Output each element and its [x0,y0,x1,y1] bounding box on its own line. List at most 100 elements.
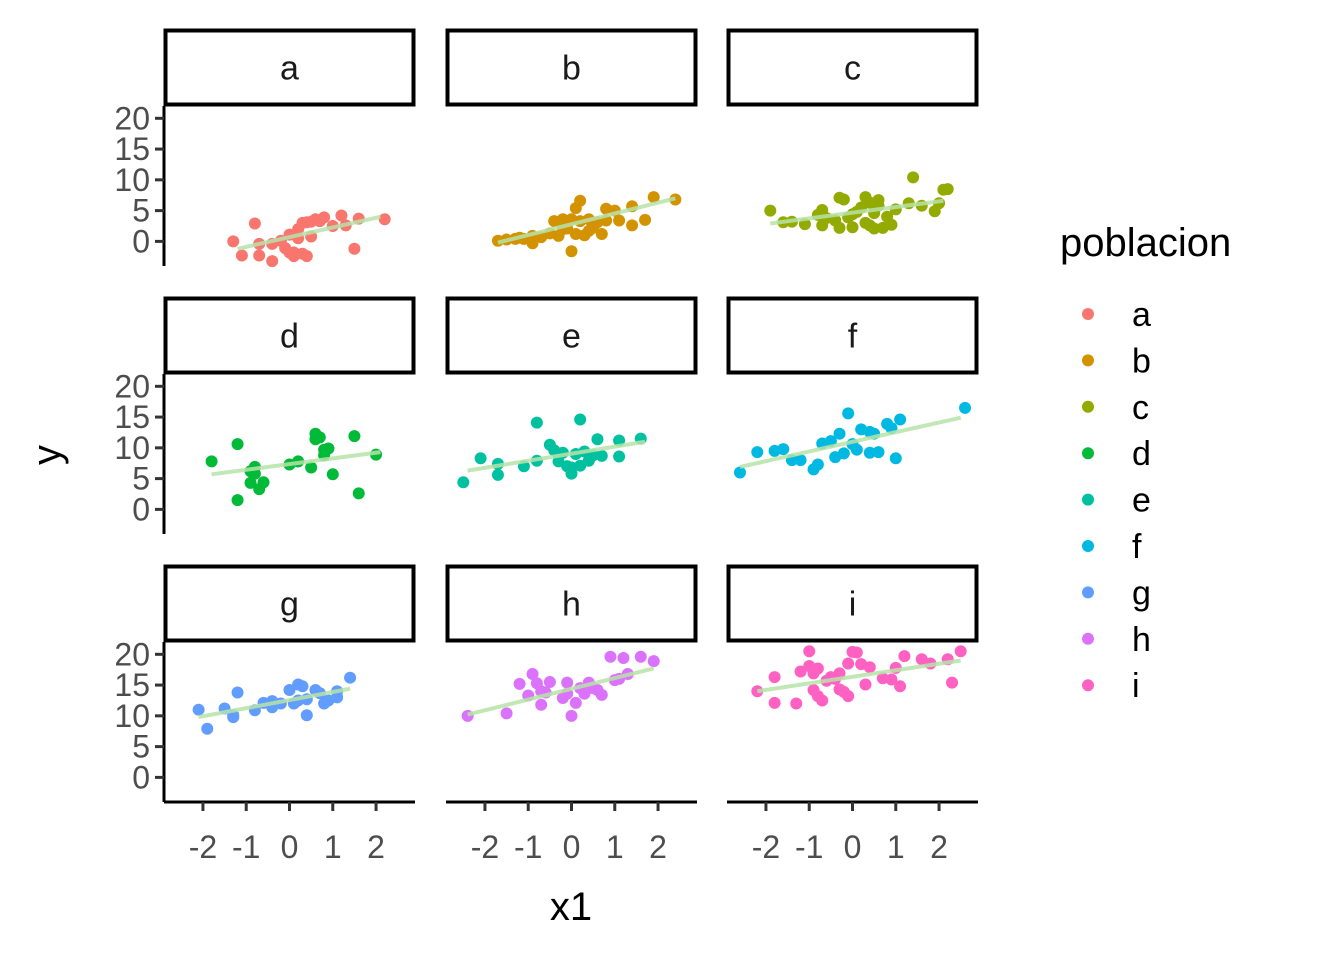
data-point-d [352,487,365,500]
y-tick-label: 15 [114,667,150,703]
data-point-g [296,680,309,693]
y-tick-label: 0 [132,759,150,795]
data-point-i [768,671,781,684]
data-point-g [192,703,205,716]
facet-strip-label-b: b [562,50,581,88]
facet-strip-label-a: a [280,50,299,88]
data-point-f [850,443,863,456]
x-tick-label: 2 [930,829,948,865]
legend-key-h [1082,632,1094,645]
data-point-a [266,255,279,268]
legend-key-b [1082,354,1094,367]
data-point-a [378,213,391,226]
x-axis-title: x1 [550,885,592,929]
data-point-f [811,458,824,471]
data-point-h [617,652,630,664]
y-tick-label: 0 [132,223,150,259]
facet-panel-c: c [726,28,979,235]
data-point-f [959,401,972,414]
legend-entry-i: i [1082,667,1140,705]
data-point-h [526,668,539,680]
facet-strip-f [726,296,979,375]
facet-panel-i: i -2 -1 0 1 2 [726,564,979,865]
x-tick-label: 0 [844,829,862,865]
data-point-e [491,468,504,481]
x-tick-label: 2 [367,829,385,865]
x-tick-label: 1 [887,829,905,865]
data-point-i [885,673,898,686]
data-point-d [257,476,270,489]
y-tick-label: 15 [114,131,150,167]
facet-strip-g [163,564,416,643]
trend-line-h [467,666,655,717]
data-point-i [811,662,824,675]
trend-line-i [756,658,961,694]
y-tick-label: 20 [114,636,150,672]
y-tick-label: 5 [132,461,150,497]
data-point-b [595,228,608,240]
data-point-b [556,213,569,226]
data-point-d [244,476,257,489]
legend-label-i: i [1132,667,1140,705]
legend-entry-c: c [1082,389,1149,427]
legend-label-c: c [1132,389,1149,427]
y-tick-label: 20 [114,100,150,136]
legend-label-f: f [1132,528,1142,566]
data-point-b [626,219,639,232]
trend-line-b [497,196,676,245]
data-point-h [500,707,513,720]
legend-key-f [1082,540,1094,552]
data-point-i [803,645,816,658]
data-point-i [863,661,876,674]
data-point-a [235,249,248,262]
facet-strip-b [445,28,698,107]
legend-key-a [1082,308,1094,320]
legend-key-i [1082,679,1094,692]
data-point-f [872,446,885,459]
trend-line-d [211,450,381,477]
legend-entry-b: b [1082,342,1151,380]
data-point-b [574,194,587,207]
data-point-i [850,646,863,659]
x-tick-label: -1 [232,829,260,865]
data-point-i [794,665,807,678]
data-point-b [639,213,652,226]
facet-strip-label-c: c [844,50,861,88]
x-tick-label: 1 [324,829,342,865]
data-point-i [842,657,855,670]
legend-label-g: g [1132,574,1151,612]
data-point-f [842,407,855,420]
facet-panel-b: b [445,28,698,258]
data-point-a [318,211,331,224]
data-point-g [331,691,344,704]
legend-entry-e: e [1082,482,1151,520]
facet-strip-label-f: f [848,318,858,356]
legend-label-e: e [1132,482,1151,520]
data-point-e [574,413,587,426]
data-point-h [595,688,608,701]
legend-key-d [1082,447,1094,460]
data-point-d [305,461,318,474]
data-point-h [535,698,548,711]
y-tick-label: 5 [132,193,150,229]
x-tick-label: -2 [189,829,217,865]
data-point-d [322,442,335,455]
data-point-e [530,416,543,429]
data-point-f [794,454,807,467]
data-point-h [634,650,647,663]
data-point-d [205,455,218,468]
facet-strip-label-h: h [562,586,581,624]
data-point-c [764,204,777,217]
data-point-i [842,690,855,703]
data-point-i [898,650,911,663]
data-point-c [907,171,920,184]
y-tick-label: 0 [132,491,150,527]
facet-strip-label-e: e [562,318,581,356]
data-point-i [768,696,781,709]
data-point-g [231,686,244,699]
